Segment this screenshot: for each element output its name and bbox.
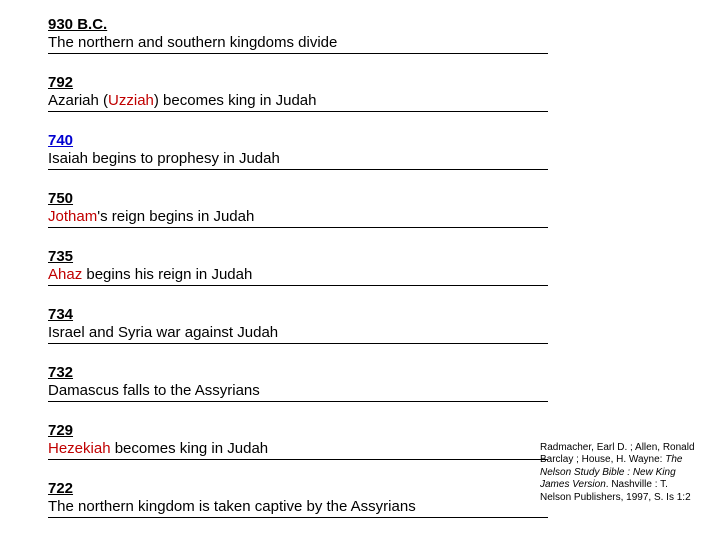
desc-text: The northern and southern kingdoms divid… xyxy=(48,34,337,51)
timeline-list: 930 B.C.The northern and southern kingdo… xyxy=(48,16,548,538)
timeline-desc: The northern kingdom is taken captive by… xyxy=(48,498,548,518)
highlight-name: Ahaz xyxy=(48,266,82,283)
timeline-entry: 732Damascus falls to the Assyrians xyxy=(48,364,548,402)
timeline-year: 729 xyxy=(48,422,73,439)
timeline-entry: 735Ahaz begins his reign in Judah xyxy=(48,248,548,286)
desc-text: becomes king in Judah xyxy=(111,440,269,457)
timeline-entry: 722The northern kingdom is taken captive… xyxy=(48,480,548,518)
desc-text: 's reign begins in Judah xyxy=(97,208,254,225)
timeline-desc: Jotham's reign begins in Judah xyxy=(48,208,548,228)
timeline-entry: 792Azariah (Uzziah) becomes king in Juda… xyxy=(48,74,548,112)
timeline-year: 792 xyxy=(48,74,73,91)
timeline-desc: Israel and Syria war against Judah xyxy=(48,324,548,344)
timeline-year: 734 xyxy=(48,306,73,323)
timeline-entry: 930 B.C.The northern and southern kingdo… xyxy=(48,16,548,54)
highlight-name: Hezekiah xyxy=(48,440,111,457)
timeline-entry: 729Hezekiah becomes king in Judah xyxy=(48,422,548,460)
timeline-year: 722 xyxy=(48,480,73,497)
desc-text: Azariah ( xyxy=(48,92,108,109)
timeline-entry: 740Isaiah begins to prophesy in Judah xyxy=(48,132,548,170)
timeline-desc: Azariah (Uzziah) becomes king in Judah xyxy=(48,92,548,112)
timeline-entry: 750Jotham's reign begins in Judah xyxy=(48,190,548,228)
desc-text: The northern kingdom is taken captive by… xyxy=(48,498,416,515)
desc-text: Damascus falls to the Assyrians xyxy=(48,382,260,399)
timeline-desc: Damascus falls to the Assyrians xyxy=(48,382,548,402)
highlight-name: Uzziah xyxy=(108,92,154,109)
timeline-entry: 734Israel and Syria war against Judah xyxy=(48,306,548,344)
timeline-year: 750 xyxy=(48,190,73,207)
desc-text: Israel and Syria war against Judah xyxy=(48,324,278,341)
highlight-name: Jotham xyxy=(48,208,97,225)
desc-text: begins his reign in Judah xyxy=(82,266,252,283)
citation-block: Radmacher, Earl D. ; Allen, Ronald Barcl… xyxy=(540,442,700,505)
desc-text: Isaiah begins to prophesy in Judah xyxy=(48,150,280,167)
timeline-year: 740 xyxy=(48,132,73,149)
timeline-desc: The northern and southern kingdoms divid… xyxy=(48,34,548,54)
timeline-year: 930 B.C. xyxy=(48,16,107,33)
timeline-desc: Ahaz begins his reign in Judah xyxy=(48,266,548,286)
timeline-desc: Isaiah begins to prophesy in Judah xyxy=(48,150,548,170)
desc-text: ) becomes king in Judah xyxy=(154,92,317,109)
timeline-desc: Hezekiah becomes king in Judah xyxy=(48,440,548,460)
timeline-year: 735 xyxy=(48,248,73,265)
timeline-year: 732 xyxy=(48,364,73,381)
